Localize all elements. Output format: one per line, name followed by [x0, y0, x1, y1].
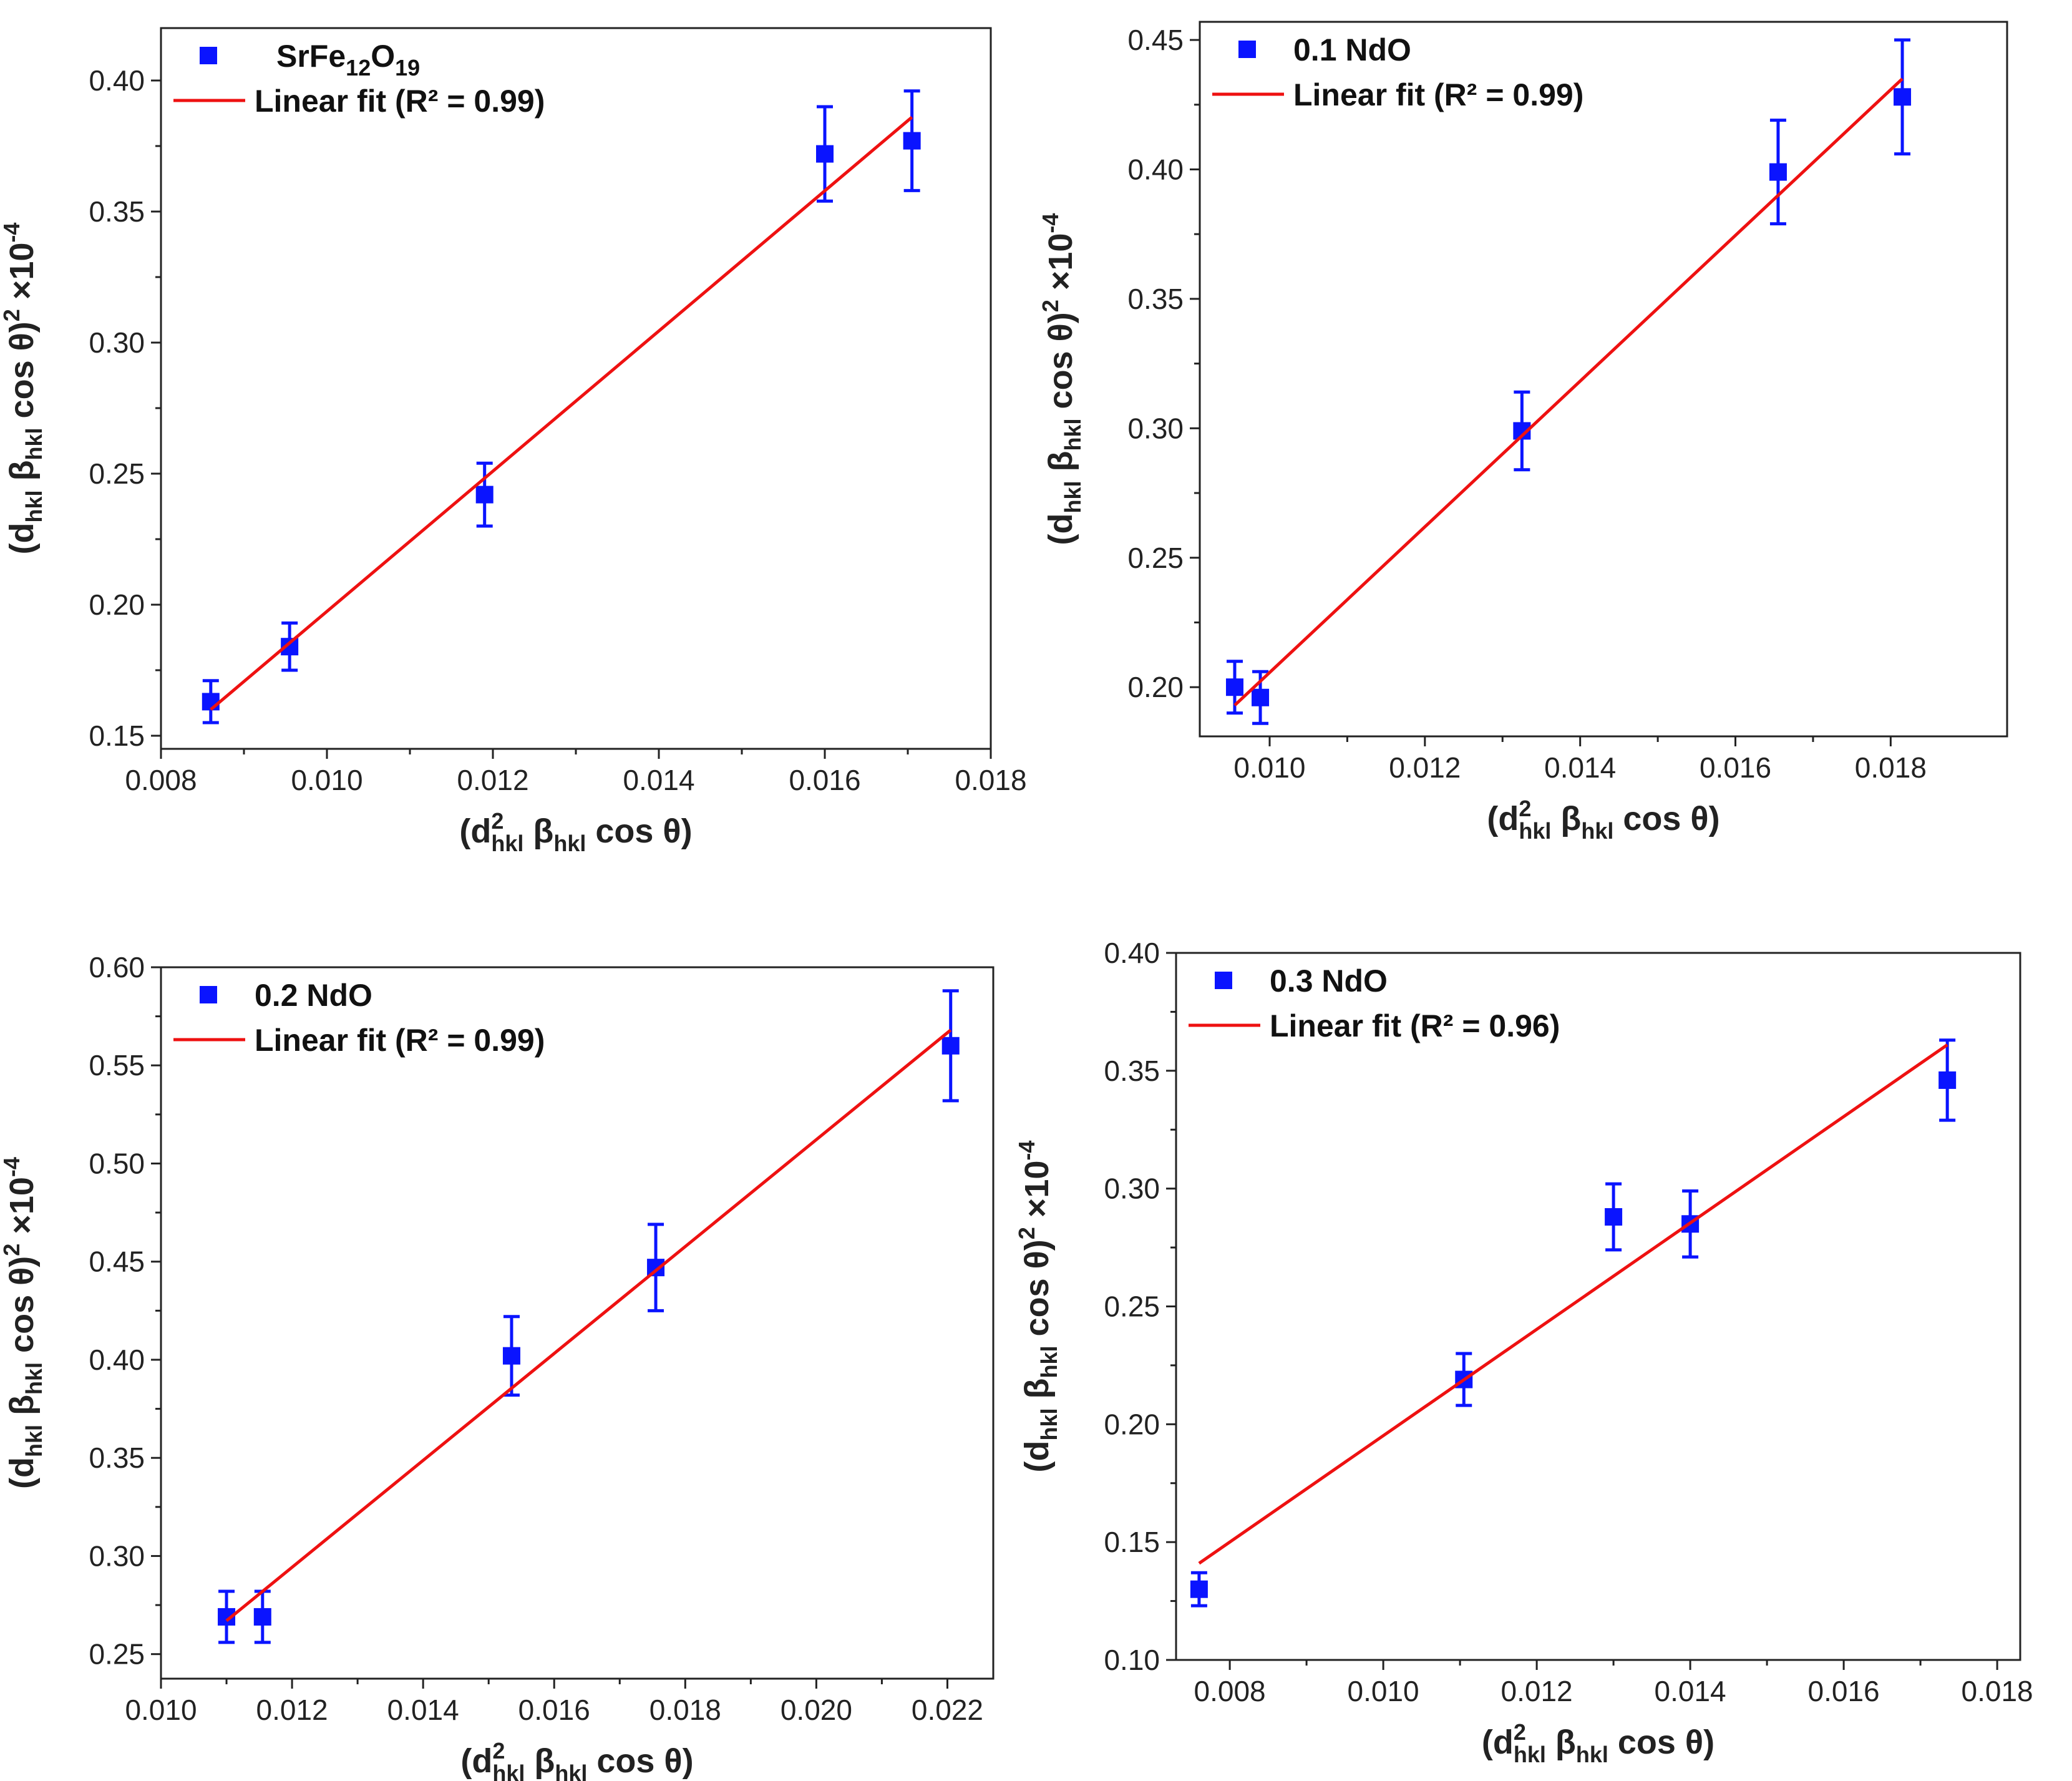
- x-tick-label: 0.008: [1194, 1675, 1266, 1707]
- data-point: [253, 1608, 271, 1626]
- y-tick-label: 0.30: [89, 1539, 145, 1572]
- data-point: [1938, 1071, 1957, 1089]
- y-tick-label: 0.50: [89, 1147, 145, 1179]
- fit-line: [1198, 1043, 1948, 1565]
- x-tick-label: 0.012: [1389, 751, 1461, 784]
- x-tick-label: 0.022: [912, 1694, 983, 1726]
- plot-frame: [1199, 21, 2008, 738]
- y-tick-label: 0.25: [89, 457, 145, 490]
- y-axis-title: (dhkl βhkl cos θ)2 ×10-4: [1038, 213, 1086, 545]
- x-tick-label: 0.010: [1233, 751, 1305, 784]
- data-point: [1225, 678, 1243, 696]
- x-tick-label: 0.014: [1544, 751, 1616, 784]
- data-point: [1769, 163, 1787, 181]
- legend-point-swatch: [200, 47, 217, 64]
- x-axis-title: (d2 hkl βhkl cos θ): [459, 808, 692, 856]
- y-tick-label: 0.25: [89, 1638, 145, 1671]
- y-tick-label: 0.35: [89, 1442, 145, 1474]
- fit-line: [1233, 77, 1904, 707]
- y-axis-title: (dhkl βhkl cos θ)2 ×10-4: [1014, 1141, 1062, 1473]
- y-tick-label: 0.60: [89, 951, 145, 983]
- y-tick-label: 0.30: [89, 326, 145, 359]
- legend-label: 0.1 NdO: [1293, 32, 1411, 67]
- y-tick-label: 0.45: [89, 1246, 145, 1278]
- legend-label: 0.2 NdO: [255, 978, 372, 1013]
- y-tick-label: 0.40: [89, 1344, 145, 1376]
- x-tick-label: 0.010: [1348, 1675, 1419, 1707]
- plot-frame: [1175, 952, 2021, 1661]
- x-tick-label: 0.014: [623, 764, 694, 796]
- x-tick-label: 0.014: [387, 1694, 459, 1726]
- x-tick-label: 0.016: [518, 1694, 590, 1726]
- chart-panel-0.3-ndo: 0.008 0.010 0.012 0.014 0.016 0.018 0.10 0.15 0.…: [1014, 937, 2033, 1767]
- y-axis-title: (dhkl βhkl cos θ)2 ×10-4: [0, 1157, 47, 1489]
- y-tick-label: 0.20: [1104, 1408, 1160, 1440]
- x-tick-label: 0.016: [789, 764, 860, 796]
- fit-line: [225, 1028, 952, 1622]
- x-tick-label: 0.012: [1501, 1675, 1573, 1707]
- x-tick-label: 0.018: [955, 764, 1026, 796]
- y-tick-label: 0.55: [89, 1049, 145, 1081]
- x-tick-label: 0.012: [457, 764, 528, 796]
- x-axis-title: (d2 hkl βhkl cos θ): [1482, 1719, 1715, 1767]
- x-tick-label: 0.010: [125, 1694, 197, 1726]
- y-tick-label: 0.20: [1127, 671, 1184, 703]
- y-tick-label: 0.25: [1127, 542, 1184, 574]
- legend-label: Linear fit (R² = 0.96): [1270, 1008, 1560, 1043]
- data-point: [941, 1037, 960, 1055]
- y-tick-label: 0.40: [1104, 937, 1160, 969]
- y-tick-label: 0.40: [89, 64, 145, 97]
- data-point: [1605, 1208, 1623, 1226]
- x-tick-label: 0.018: [1962, 1675, 2033, 1707]
- chart-panel-srfe12o19: 0.008 0.010 0.012 0.014 0.016 0.018 0.15 0.20 0.…: [0, 27, 1027, 856]
- x-tick-label: 0.018: [1855, 751, 1927, 784]
- y-tick-label: 0.25: [1104, 1291, 1160, 1323]
- data-point: [1190, 1580, 1208, 1598]
- y-tick-label: 0.10: [1104, 1644, 1160, 1676]
- data-point: [1252, 688, 1270, 706]
- data-point: [502, 1347, 520, 1365]
- legend-label: Linear fit (R² = 0.99): [1293, 77, 1583, 112]
- chart-panel-0.2-ndo: 0.010 0.012 0.014 0.016 0.018 0.020 0.022 0.25 0…: [0, 951, 995, 1781]
- y-tick-label: 0.30: [1104, 1173, 1160, 1205]
- x-tick-label: 0.018: [649, 1694, 721, 1726]
- x-axis-title: (d2 hkl βhkl cos θ): [460, 1738, 693, 1781]
- x-tick-label: 0.016: [1700, 751, 1771, 784]
- y-tick-label: 0.30: [1127, 412, 1184, 444]
- data-point: [1894, 88, 1912, 106]
- x-tick-label: 0.016: [1808, 1675, 1880, 1707]
- x-tick-label: 0.008: [125, 764, 197, 796]
- legend-point-swatch: [1215, 972, 1232, 989]
- data-point: [475, 486, 494, 504]
- y-tick-label: 0.45: [1127, 24, 1184, 56]
- fit-line: [210, 115, 913, 711]
- data-point: [816, 145, 834, 163]
- legend-label: Linear fit (R² = 0.99): [255, 1023, 545, 1058]
- legend-label: SrFe12O19: [276, 39, 420, 81]
- y-axis-title: (dhkl βhkl cos θ)2 ×10-4: [0, 223, 47, 555]
- data-point: [903, 132, 921, 150]
- legend-label: 0.3 NdO: [1270, 964, 1388, 998]
- legend-point-swatch: [200, 986, 217, 1003]
- plot-frame: [160, 966, 995, 1680]
- y-tick-label: 0.35: [1104, 1055, 1160, 1087]
- y-tick-label: 0.20: [89, 588, 145, 621]
- chart-panel-0.1-ndo: 0.010 0.012 0.014 0.016 0.018 0.20 0.25 0.30 0.3…: [1038, 21, 2008, 844]
- x-axis-title: (d2 hkl βhkl cos θ): [1487, 796, 1719, 844]
- y-tick-label: 0.35: [1127, 283, 1184, 315]
- y-tick-label: 0.15: [89, 720, 145, 752]
- y-tick-label: 0.40: [1127, 153, 1184, 185]
- y-tick-label: 0.15: [1104, 1526, 1160, 1558]
- legend-label: Linear fit (R² = 0.99): [255, 84, 545, 119]
- y-tick-label: 0.35: [89, 195, 145, 228]
- x-tick-label: 0.014: [1655, 1675, 1726, 1707]
- x-tick-label: 0.020: [781, 1694, 852, 1726]
- x-tick-label: 0.012: [256, 1694, 328, 1726]
- legend-point-swatch: [1238, 41, 1256, 58]
- x-tick-label: 0.010: [291, 764, 362, 796]
